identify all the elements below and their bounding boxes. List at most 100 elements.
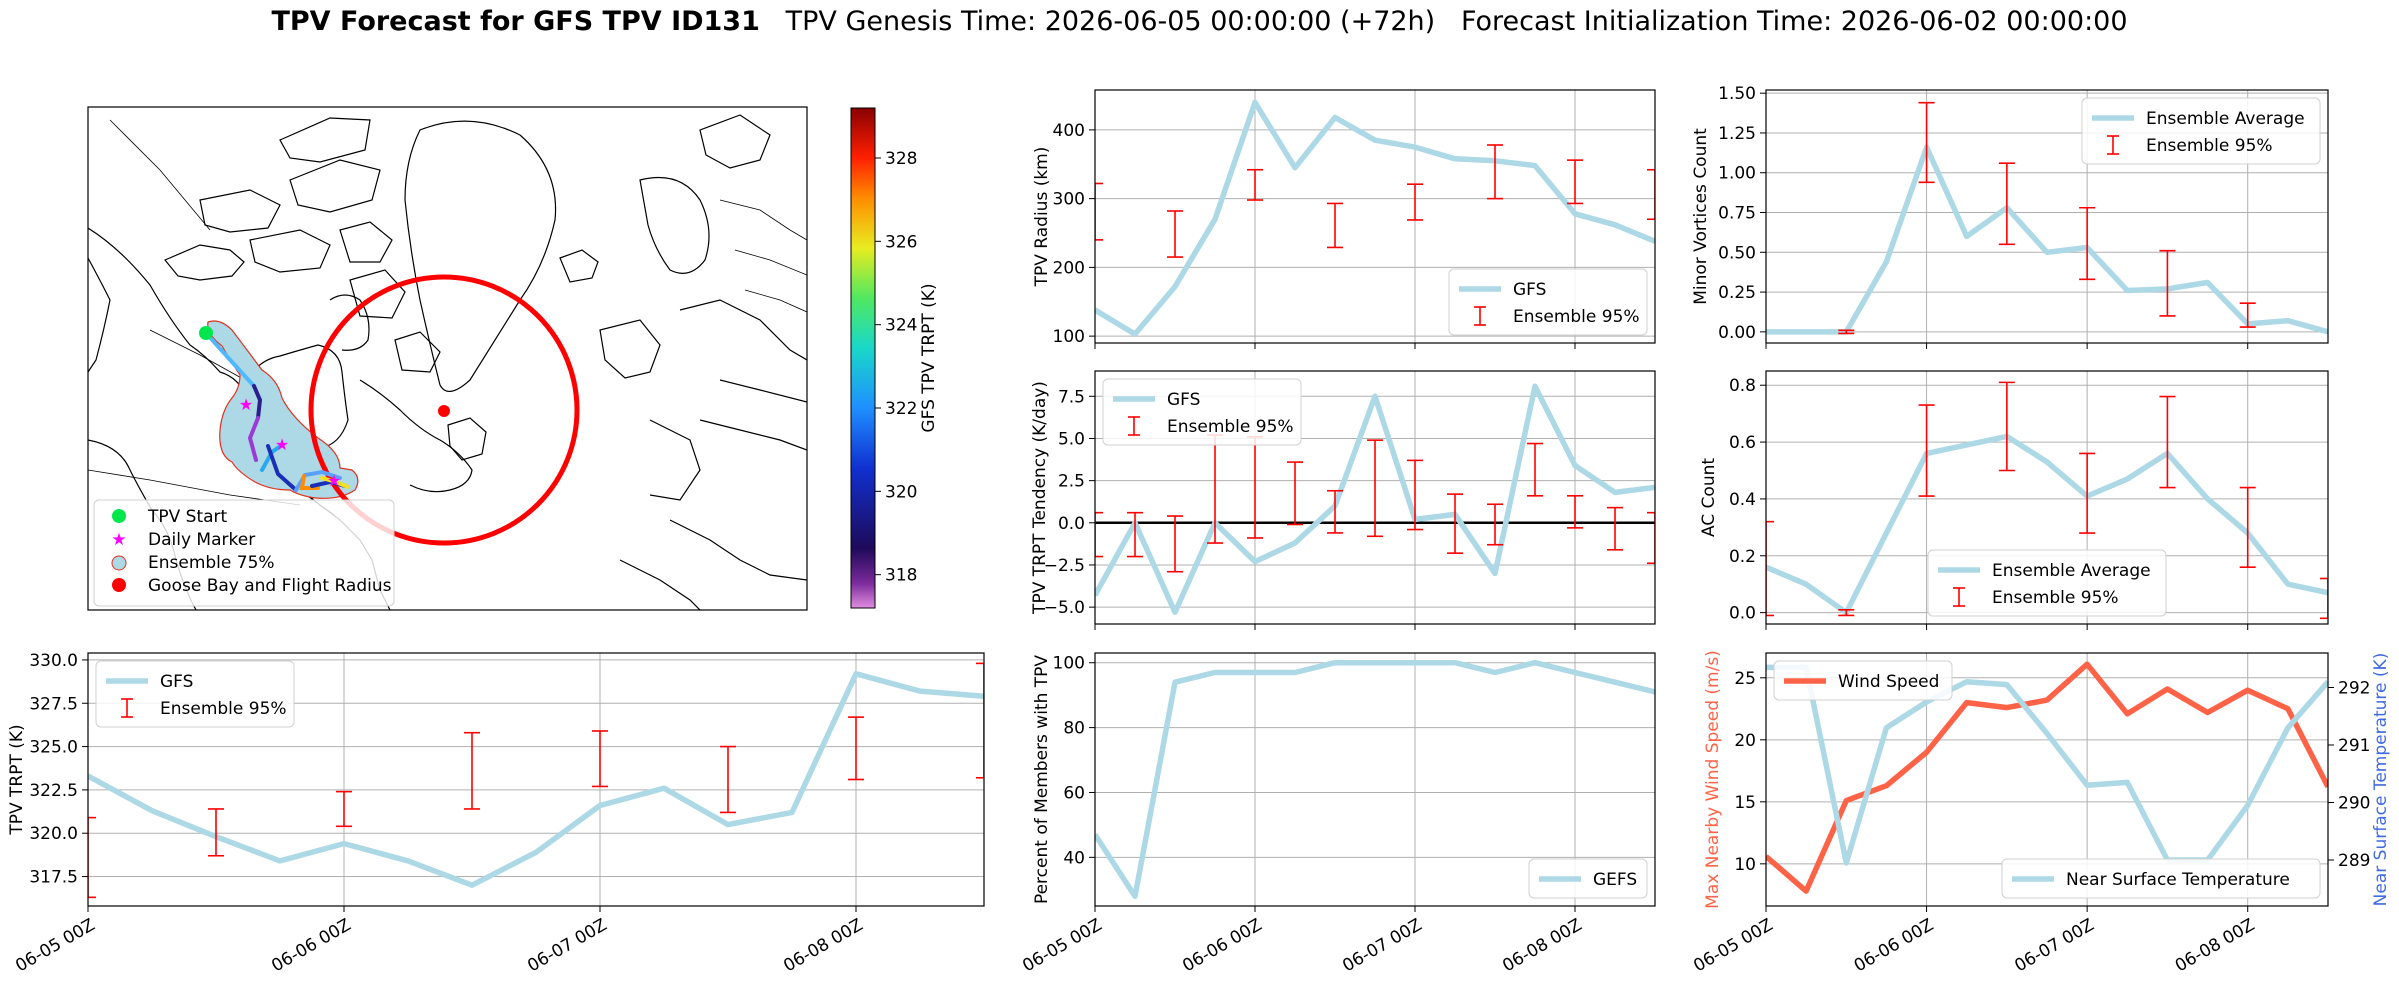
y2-tick-label: 290 — [2338, 794, 2370, 814]
colorbar-gradient — [850, 107, 876, 609]
x-tick-label: 06-07 00Z — [1339, 915, 1425, 976]
y-tick-label: −5.0 — [1044, 598, 1085, 618]
axes-frame — [1094, 652, 1656, 907]
x-tick-label: 06-05 00Z — [1690, 915, 1776, 976]
y-tick-label: 320.0 — [29, 824, 78, 844]
y-tick-label: 200 — [1053, 258, 1085, 278]
y-tick-label: 330.0 — [29, 651, 78, 671]
y-tick-label: 0.6 — [1729, 433, 1756, 453]
axes-frame — [1094, 370, 1656, 625]
legend-start-icon — [112, 509, 126, 523]
legend-label: Ensemble 95% — [1167, 417, 1294, 437]
x-tick-label: 06-06 00Z — [1179, 915, 1265, 976]
legend-label-start: TPV Start — [147, 507, 228, 527]
legend: Near Surface Temperature — [2001, 858, 2321, 899]
legend-box — [2001, 858, 2321, 899]
legend-label-ensemble: Ensemble 75% — [148, 553, 275, 573]
y-tick-label: 0.50 — [1718, 243, 1756, 263]
plot-area — [1766, 661, 2328, 894]
legend-box — [1448, 268, 1648, 336]
legend-box — [1773, 660, 1953, 701]
goose-bay-marker — [438, 405, 450, 417]
legend-ensemble-icon — [111, 555, 127, 571]
y-tick-label: 15 — [1734, 793, 1756, 813]
y-tick-label: 10 — [1734, 855, 1756, 875]
legend-label-daily: Daily Marker — [148, 530, 255, 550]
y-tick-label: 0.75 — [1718, 204, 1756, 224]
colorbar-tick-label: 328 — [885, 149, 917, 169]
legend-label: Ensemble 95% — [1992, 588, 2119, 608]
x-tick-label: 06-08 00Z — [2172, 915, 2258, 976]
y-tick-label: 0.2 — [1729, 547, 1756, 567]
y-tick-label: 1.25 — [1718, 124, 1756, 144]
colorbar: 318 320 322 324 326 328 GFS TPV TRPT (K) — [850, 107, 939, 609]
legend-box — [1102, 378, 1302, 446]
goose-bay-flight-radius — [308, 274, 580, 546]
y-tick-label: 300 — [1053, 190, 1085, 210]
legend-box — [95, 660, 295, 728]
y-axis-label: Minor Vortices Count — [1691, 128, 1711, 305]
y-tick-label: −2.5 — [1044, 556, 1085, 576]
legend-label: GFS — [160, 672, 193, 692]
legend-label: Near Surface Temperature — [2066, 870, 2290, 890]
legend-daily-icon: ★ — [111, 530, 126, 550]
subplot-tendency: −5.0 −2.5 0.0 2.5 5.0 7.5 TPV TRPT Tendency (K… — [1030, 370, 1656, 630]
legend-label-goose: Goose Bay and Flight Radius — [148, 576, 392, 596]
tpv-track — [204, 331, 350, 492]
y-tick-label: 0.0 — [1729, 604, 1756, 624]
x-tick-label: 06-07 00Z — [2011, 915, 2097, 976]
svg-text:★: ★ — [275, 435, 289, 454]
y-tick-label: 1.00 — [1718, 164, 1756, 184]
axes-frame — [1765, 370, 2329, 625]
legend: GFS Ensemble 95% — [1102, 378, 1302, 446]
plot-area — [88, 662, 984, 899]
y-tick-label: 327.5 — [29, 694, 78, 714]
legend: Wind Speed — [1773, 660, 1953, 701]
figure-title-rest: TPV Genesis Time: 2026-06-05 00:00:00 (+… — [785, 6, 2128, 37]
plot-area — [1766, 101, 2328, 335]
y-axis-label: AC Count — [1699, 458, 1719, 537]
y-tick-label: 100 — [1053, 327, 1085, 347]
y-axis-label: TPV Radius (km) — [1032, 147, 1052, 288]
y-tick-label: 60 — [1063, 783, 1085, 803]
axes-frame — [1765, 652, 2329, 907]
y-tick-label: 322.5 — [29, 781, 78, 801]
svg-text:★: ★ — [327, 471, 341, 490]
legend-label: GEFS — [1593, 870, 1637, 890]
x-tick-label: 06-07 00Z — [524, 915, 610, 976]
map-legend: ★ TPV Start Daily Marker Ensemble 75% Go… — [93, 499, 395, 607]
map-panel: ★ ★ ★ ★ TPV Start Daily Marker Ensemble … — [87, 106, 808, 611]
x-tick-label: 06-06 00Z — [268, 915, 354, 976]
series-line-gfs — [1095, 383, 1655, 615]
y-tick-label: 80 — [1063, 719, 1085, 739]
series-line-ensemble-average — [1766, 144, 2328, 335]
y-tick-label: 0.00 — [1718, 323, 1756, 343]
y-axis-label: TPV TRPT (K) — [7, 724, 27, 835]
plot-area — [1095, 99, 1655, 337]
colorbar-label: GFS TPV TRPT (K) — [919, 283, 939, 432]
series-line-gfs — [88, 671, 984, 888]
legend-label: Wind Speed — [1838, 672, 1939, 692]
y2-tick-label: 292 — [2338, 679, 2370, 699]
x-tick-label: 06-08 00Z — [1499, 915, 1585, 976]
series-line-ensemble-average — [1766, 433, 2328, 616]
subplot-trpt: 06-05 00Z 06-06 00Z 06-07 00Z 06-08 00Z 317.… — [7, 651, 985, 976]
y-axis-label: Max Nearby Wind Speed (m/s) — [1703, 650, 1723, 909]
subplot-wind: 06-05 00Z 06-06 00Z 06-07 00Z 06-08 00Z 10 15… — [1690, 650, 2391, 976]
colorbar-tick-label: 326 — [885, 232, 917, 252]
figure-title-bold: TPV Forecast for GFS TPV ID131 — [271, 6, 760, 37]
y2-tick-label: 291 — [2338, 736, 2370, 756]
svg-text:★: ★ — [239, 395, 253, 414]
series-line-gefs — [1095, 659, 1655, 900]
legend: GEFS — [1528, 858, 1648, 899]
x-tick-label: 06-08 00Z — [780, 915, 866, 976]
daily-markers: ★ ★ ★ — [239, 395, 341, 490]
y-tick-label: 25 — [1734, 669, 1756, 689]
legend-box — [1927, 549, 2167, 617]
y-tick-label: 1.50 — [1718, 84, 1756, 104]
legend-box — [1528, 858, 1648, 899]
map-frame — [87, 106, 808, 611]
